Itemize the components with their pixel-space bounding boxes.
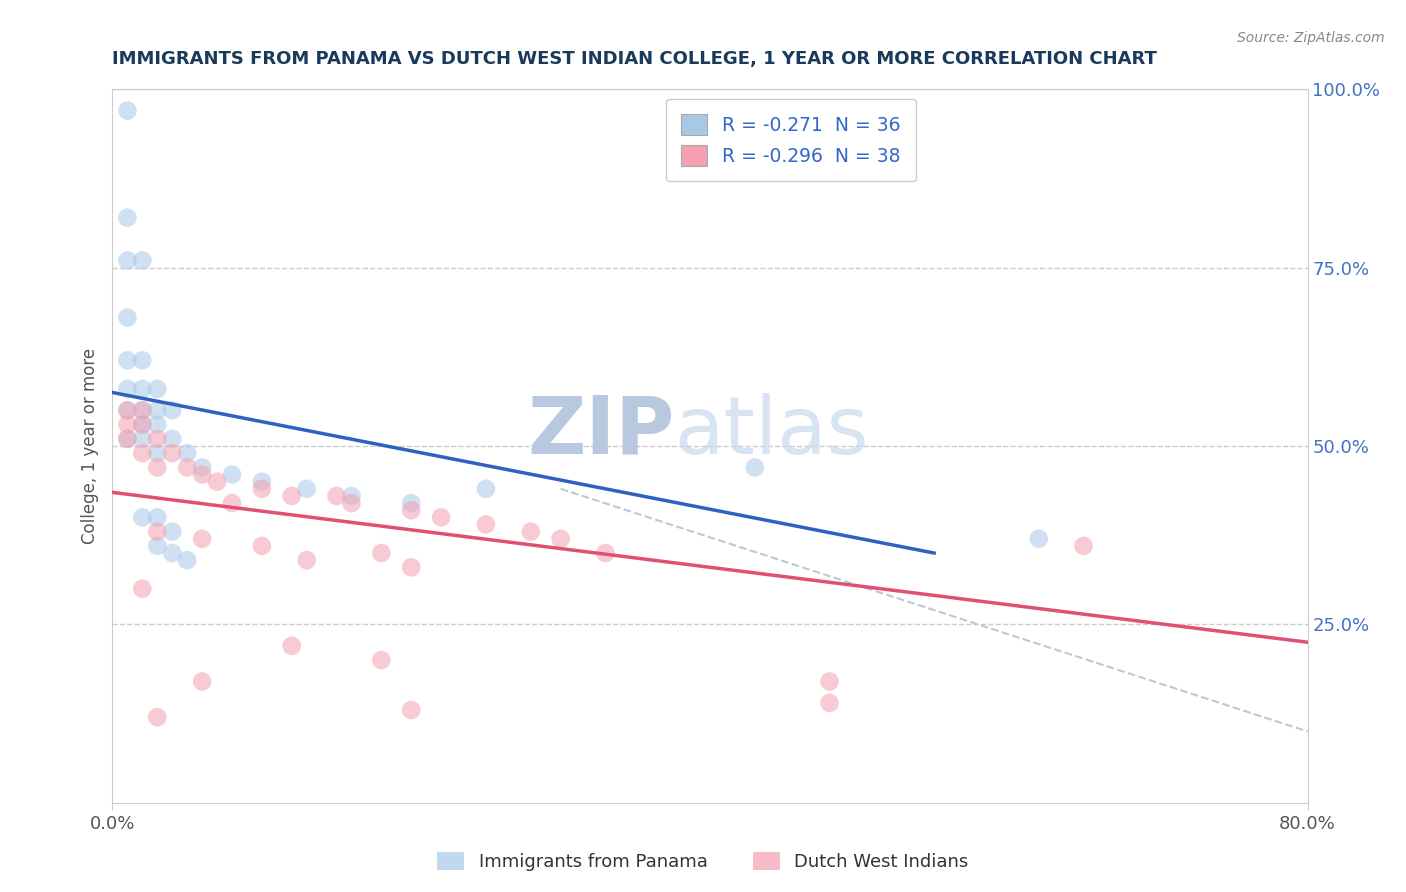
Point [131, 446, 153, 460]
Point [131, 403, 153, 417]
Point [176, 553, 198, 567]
Point [281, 489, 304, 503]
Point [295, 553, 318, 567]
Point [176, 460, 198, 475]
Point [475, 517, 498, 532]
Point [117, 353, 139, 368]
Point [250, 539, 273, 553]
Point [325, 489, 347, 503]
Point [281, 639, 304, 653]
Point [191, 532, 214, 546]
Point [401, 560, 423, 574]
Point [191, 460, 214, 475]
Point [131, 403, 153, 417]
Point [340, 489, 363, 503]
Point [146, 539, 169, 553]
Point [131, 432, 153, 446]
Point [117, 253, 139, 268]
Point [146, 446, 169, 460]
Point [131, 253, 153, 268]
Point [205, 475, 228, 489]
Point [1028, 532, 1050, 546]
Point [550, 532, 572, 546]
Point [340, 496, 363, 510]
Point [117, 417, 139, 432]
Point [117, 382, 139, 396]
Point [117, 211, 139, 225]
Point [146, 710, 169, 724]
Point [818, 674, 841, 689]
Point [131, 353, 153, 368]
Point [191, 674, 214, 689]
Point [401, 503, 423, 517]
Point [401, 703, 423, 717]
Point [162, 524, 183, 539]
Point [146, 417, 169, 432]
Point [176, 446, 198, 460]
Point [475, 482, 498, 496]
Point [162, 546, 183, 560]
Legend: Immigrants from Panama, Dutch West Indians: Immigrants from Panama, Dutch West India… [430, 845, 976, 879]
Text: Source: ZipAtlas.com: Source: ZipAtlas.com [1237, 31, 1385, 45]
Point [430, 510, 453, 524]
Point [401, 496, 423, 510]
Point [146, 403, 169, 417]
Y-axis label: College, 1 year or more: College, 1 year or more [80, 348, 98, 544]
Point [146, 524, 169, 539]
Legend: R = -0.271  N = 36, R = -0.296  N = 38: R = -0.271 N = 36, R = -0.296 N = 38 [666, 99, 915, 181]
Point [117, 403, 139, 417]
Point [117, 432, 139, 446]
Point [295, 482, 318, 496]
Point [162, 432, 183, 446]
Point [131, 510, 153, 524]
Point [520, 524, 543, 539]
Point [221, 467, 243, 482]
Point [117, 432, 139, 446]
Point [146, 382, 169, 396]
Point [250, 475, 273, 489]
Point [117, 103, 139, 118]
Point [818, 696, 841, 710]
Point [146, 510, 169, 524]
Point [117, 310, 139, 325]
Point [250, 482, 273, 496]
Point [595, 546, 617, 560]
Point [131, 582, 153, 596]
Point [146, 432, 169, 446]
Point [146, 460, 169, 475]
Point [191, 467, 214, 482]
Text: IMMIGRANTS FROM PANAMA VS DUTCH WEST INDIAN COLLEGE, 1 YEAR OR MORE CORRELATION : IMMIGRANTS FROM PANAMA VS DUTCH WEST IND… [112, 50, 1157, 68]
Point [370, 546, 392, 560]
Point [131, 382, 153, 396]
Point [162, 403, 183, 417]
Point [744, 460, 766, 475]
Point [131, 417, 153, 432]
Text: atlas: atlas [675, 392, 869, 471]
Point [1073, 539, 1095, 553]
Point [117, 403, 139, 417]
Text: ZIP: ZIP [527, 392, 675, 471]
Point [370, 653, 392, 667]
Point [162, 446, 183, 460]
Point [221, 496, 243, 510]
Point [131, 417, 153, 432]
